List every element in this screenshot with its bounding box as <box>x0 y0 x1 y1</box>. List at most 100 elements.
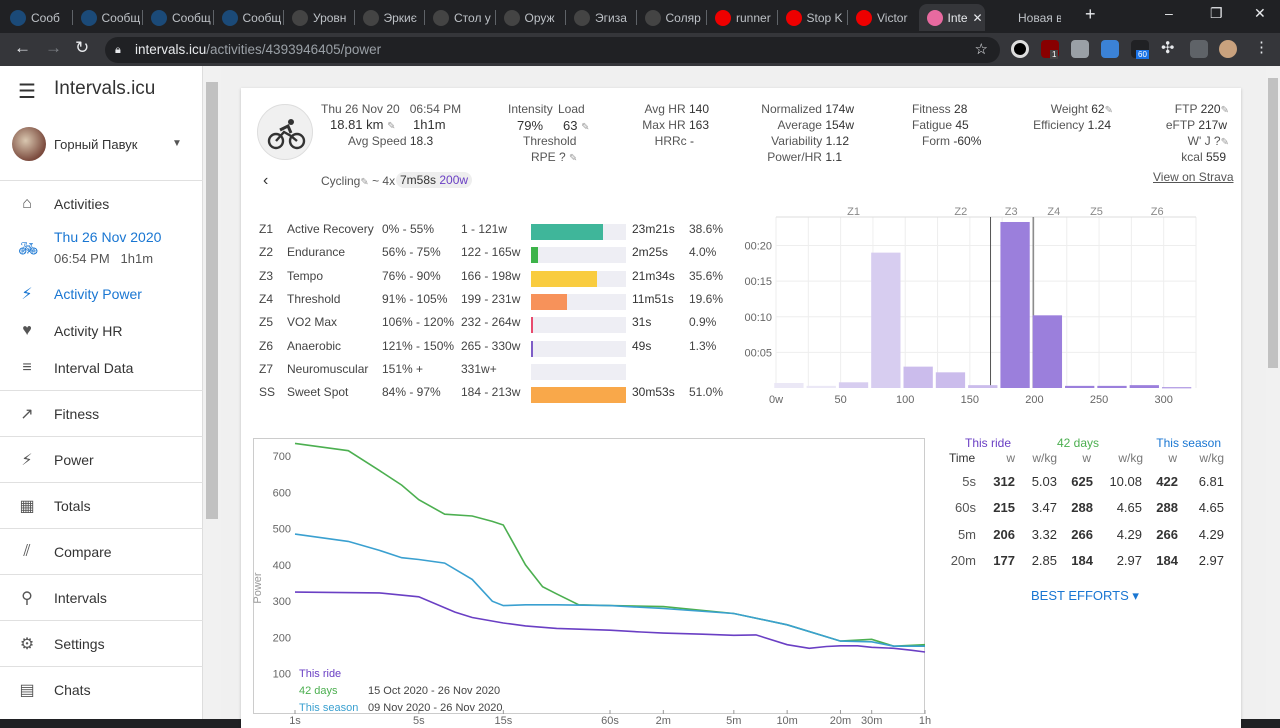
pencil-icon[interactable]: ✎ <box>1104 105 1113 116</box>
hamburger-icon[interactable]: ☰ <box>18 81 36 103</box>
browser-tab[interactable]: Уровн <box>284 4 354 31</box>
nav-compare[interactable]: ⫽ Compare <box>0 541 203 563</box>
browser-tab[interactable]: Victor <box>848 4 918 31</box>
chevron-left-icon[interactable]: ‹ <box>263 172 269 189</box>
reload-icon[interactable]: ↻ <box>75 38 90 57</box>
browser-tab[interactable]: Стол у <box>425 4 495 31</box>
browser-tab[interactable]: Сооб <box>2 4 72 31</box>
browser-tab[interactable]: runner <box>707 4 777 31</box>
nav-activity-hr[interactable]: ♥ Activity HR <box>0 320 203 342</box>
page-scrollbar[interactable] <box>1266 66 1280 719</box>
pencil-icon[interactable]: ✎ <box>581 122 590 133</box>
browser-tab[interactable]: Оруж <box>496 4 566 31</box>
wj[interactable]: W' J ?✎ <box>1141 134 1229 148</box>
zone-bar <box>531 340 534 357</box>
browser-tab[interactable]: Inte ✕ <box>918 4 985 31</box>
new-tab-icon[interactable]: + <box>1085 4 1096 24</box>
zone-time: 23m21s <box>632 222 675 236</box>
best-efforts-duration: 20m <box>950 552 976 568</box>
y-tick-label: 00:20 <box>744 241 772 253</box>
extension-circle-icon[interactable] <box>1011 40 1029 58</box>
nav-chats[interactable]: ▤ Chats <box>0 679 203 701</box>
back-icon[interactable]: ← <box>14 38 31 57</box>
histogram-bar <box>1097 385 1127 388</box>
translate-icon[interactable] <box>1101 40 1119 58</box>
profile-avatar[interactable] <box>1219 40 1237 58</box>
ftp[interactable]: FTP 220✎ <box>1141 102 1229 116</box>
scrollbar-thumb[interactable] <box>1268 78 1278 368</box>
media-icon[interactable] <box>1190 40 1208 58</box>
brand-title[interactable]: Intervals.icu <box>54 78 156 99</box>
nav-fitness[interactable]: ↗ Fitness <box>0 403 203 425</box>
sidebar-scrollbar[interactable] <box>203 66 221 719</box>
browser-tab[interactable]: Сообщ <box>73 4 143 31</box>
nav-activities[interactable]: ⌂ Activities <box>0 193 203 215</box>
activity-type[interactable]: Cycling✎ ~ 4x <box>321 174 395 188</box>
browser-tab[interactable]: Эгиза <box>566 4 636 31</box>
browser-tab[interactable]: Эркиє <box>355 4 425 31</box>
zone-name: Anaerobic <box>287 338 342 353</box>
tab-separator <box>353 10 355 25</box>
view-on-strava-link[interactable]: View on Strava <box>1153 170 1234 184</box>
nav-activity-power[interactable]: ⚡︎ Activity Power <box>0 283 203 305</box>
rpe[interactable]: RPE ? ✎ <box>531 150 577 164</box>
nav-intervals[interactable]: ⚲ Intervals <box>0 587 203 609</box>
eftp-label: eFTP <box>1165 118 1195 132</box>
pencil-icon[interactable]: ✎ <box>387 121 396 132</box>
camera-icon[interactable] <box>1071 40 1089 58</box>
interval-chip[interactable]: 7m58s 200w <box>396 172 473 188</box>
activity-card: Thu 26 Nov 20 06:54 PM 18.81 km ✎ 1h1m A… <box>241 88 1241 728</box>
nav-totals[interactable]: ▦ Totals <box>0 495 203 517</box>
zone-label: Z6 <box>1151 206 1164 218</box>
browser-tab[interactable]: Stop K <box>778 4 848 31</box>
avatar[interactable] <box>12 127 46 161</box>
youtube-icon <box>715 9 731 26</box>
pencil-icon[interactable]: ✎ <box>1220 137 1229 148</box>
browser-tab[interactable]: Сообщ <box>143 4 213 31</box>
best-efforts-value: 206 <box>993 526 1015 542</box>
pencil-icon[interactable]: ✎ <box>1220 105 1229 116</box>
load[interactable]: 63 ✎ <box>563 118 589 133</box>
cycling-icon: 🚲︎ <box>18 241 39 258</box>
ftp-label: FTP <box>1174 102 1198 116</box>
nav-current-activity[interactable]: 🚲︎ Thu 26 Nov 2020 06:54 PM 1h1m <box>0 229 203 266</box>
zone-bar <box>531 224 603 240</box>
close-window-icon[interactable]: ✕ <box>1254 5 1266 21</box>
histogram-bar <box>1000 221 1030 388</box>
zone-name: Active Recovery <box>287 222 374 236</box>
extension-60-icon[interactable]: 60 <box>1131 40 1149 59</box>
tab-label: Сообщ <box>172 10 211 25</box>
close-tab-icon[interactable]: ✕ <box>972 10 983 25</box>
series-line-42-days <box>294 442 926 648</box>
pencil-icon[interactable]: ✎ <box>360 177 369 188</box>
extension-badge: 60 <box>1136 50 1149 59</box>
pencil-icon[interactable]: ✎ <box>569 153 578 164</box>
distance[interactable]: 18.81 km ✎ <box>330 117 396 132</box>
url-input[interactable]: 🔒︎ intervals.icu/activities/4393946405/p… <box>105 37 1000 63</box>
forward-icon[interactable]: → <box>45 38 62 57</box>
scrollbar-thumb[interactable] <box>206 82 218 519</box>
nav-power[interactable]: ⚡︎ Power <box>0 449 203 471</box>
zone-label: Z4 <box>1047 206 1060 218</box>
rpe-label: RPE ? <box>531 150 566 164</box>
zone-name: Sweet Spot <box>287 385 349 400</box>
browser-tab[interactable]: Сообщ <box>214 4 284 31</box>
best-efforts-button[interactable]: BEST EFFORTS ▾ <box>1031 588 1139 604</box>
best-efforts-value: 288 <box>1071 500 1093 516</box>
minimize-icon[interactable]: – <box>1165 5 1173 21</box>
maximize-icon[interactable]: ❐ <box>1210 5 1223 21</box>
chevron-down-icon[interactable]: ▼ <box>172 138 182 149</box>
user-name[interactable]: Горный Павук <box>54 137 138 152</box>
puzzle-icon[interactable]: ✣ <box>1161 40 1175 57</box>
ublock-icon[interactable]: 1 <box>1041 40 1059 59</box>
browser-tab-bar: Сооб Сообщ Сообщ Сообщ Уровн Эркиє Стол у Оруж Э… <box>0 0 1280 33</box>
browser-tab[interactable]: Соляр <box>637 4 707 31</box>
chat-icon: ▤ <box>19 682 35 699</box>
browser-tab[interactable]: Новая вкла <box>989 4 1061 31</box>
nav-interval-data[interactable]: ≡ Interval Data <box>0 357 203 379</box>
bookmark-star-icon[interactable]: ☆ <box>974 41 988 58</box>
weight[interactable]: Weight 62✎ <box>1021 102 1113 116</box>
menu-dots-icon[interactable]: ⋮ <box>1254 39 1269 56</box>
w-prime-label: W' J ? <box>1187 134 1221 148</box>
nav-settings[interactable]: ⚙ Settings <box>0 633 203 655</box>
